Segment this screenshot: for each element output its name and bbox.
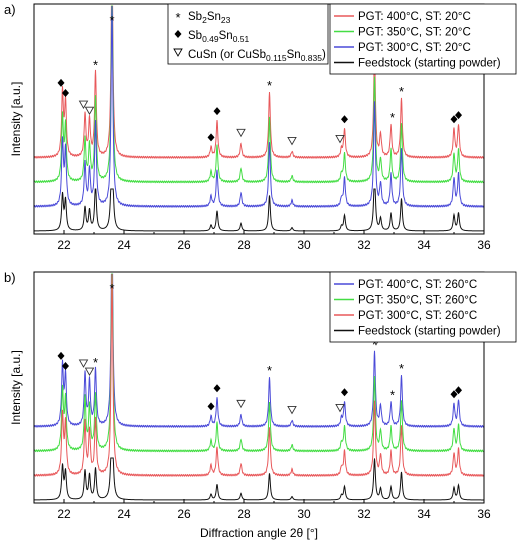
chart-panel-a: 22 24 26 28 30 32 34 36 Intensity [a.u.] a) * * * * * *… (4, 2, 517, 252)
triangle-marker (335, 403, 345, 413)
y-axis-label: Intensity [a.u.] (9, 350, 23, 425)
diamond-marker (455, 111, 462, 120)
x-tick-label: 36 (477, 238, 491, 252)
legend-entry: PGT: 300°C, ST: 260°C (358, 310, 477, 322)
panel-label: a) (4, 2, 16, 17)
formula-text: Sb (188, 11, 202, 23)
diamond-marker (62, 88, 69, 97)
asterisk-marker: * (109, 13, 114, 28)
legend-phase-label: Sb0.49Sn0.51 (188, 30, 250, 44)
asterisk-marker: * (399, 84, 404, 99)
diamond-marker (213, 107, 221, 116)
asterisk-marker: * (93, 355, 98, 370)
chart-panel-b: 22 24 26 28 30 32 34 36 Intensity [a.u.] b) * * * * * *… (4, 270, 517, 540)
series-legend (329, 3, 517, 75)
asterisk-marker: * (109, 281, 114, 296)
formula-text: ) (322, 49, 326, 61)
legend-entry: Feedstock (starting powder) (358, 326, 501, 338)
x-tick-label: 32 (357, 238, 371, 252)
diamond-marker (57, 78, 65, 87)
diamond-marker (455, 386, 462, 395)
x-tick-label: 30 (297, 238, 311, 252)
formula-text: Sn (219, 30, 233, 42)
subscript: 0.49 (202, 34, 219, 44)
triangle-marker (236, 399, 246, 409)
x-tick-label: 26 (177, 507, 191, 521)
x-axis-label: Diffraction angle 2θ [°] (200, 526, 318, 540)
formula-text: Sn (287, 49, 301, 61)
subscript: 2 (202, 15, 207, 25)
x-tick-label: 22 (57, 238, 71, 252)
series-line (33, 5, 485, 208)
x-tick-label: 24 (117, 238, 131, 252)
plot-frame (33, 271, 485, 504)
asterisk-marker: * (390, 110, 395, 125)
series-line (33, 5, 485, 184)
legend-entry: PGT: 400°C, ST: 20°C (358, 11, 471, 23)
series-line (34, 188, 484, 232)
x-tick-label: 28 (237, 507, 251, 521)
triangle-marker (78, 359, 89, 368)
diamond-marker (207, 402, 215, 411)
y-axis-label: Intensity [a.u.] (9, 82, 23, 157)
asterisk-marker: * (93, 58, 98, 73)
diamond-marker (450, 390, 458, 399)
series-legend (329, 271, 517, 343)
x-tick-label: 34 (417, 507, 431, 521)
panel-label: b) (4, 270, 16, 285)
diamond-marker (207, 133, 215, 142)
triangle-marker (236, 128, 246, 138)
legend-entry: PGT: 350°C, ST: 260°C (358, 295, 477, 307)
asterisk-marker: * (267, 78, 272, 93)
legend-diamond (174, 30, 182, 38)
x-tick-label: 24 (117, 507, 131, 521)
legend-entry: PGT: 300°C, ST: 20°C (358, 42, 471, 54)
series-line (33, 273, 485, 453)
x-tick-label: 28 (237, 238, 251, 252)
diamond-marker (213, 384, 221, 393)
triangle-marker (78, 100, 89, 109)
formula-text: CuSn (or CuSb (188, 49, 266, 61)
x-tick-label: 30 (297, 507, 311, 521)
legend-entry: PGT: 400°C, ST: 260°C (358, 279, 477, 291)
asterisk-marker: * (267, 363, 272, 378)
triangle-marker (335, 134, 345, 144)
triangle-marker (287, 136, 297, 146)
legend-entry: Feedstock (starting powder) (358, 58, 501, 70)
x-tick-label: 36 (477, 507, 491, 521)
triangle-marker (84, 367, 95, 376)
x-tick-label: 22 (57, 507, 71, 521)
series-line (34, 457, 484, 501)
diamond-marker (450, 115, 458, 124)
formula-text: Sn (207, 11, 221, 23)
series-line (33, 273, 485, 477)
legend-asterisk: * (175, 10, 180, 25)
phase-legend (167, 3, 329, 65)
asterisk-marker: * (399, 361, 404, 376)
asterisk-marker: * (372, 337, 377, 352)
diamond-marker (341, 388, 348, 397)
legend-phase-label: Sb2Sn23 (188, 11, 231, 25)
diamond-marker (62, 362, 69, 370)
asterisk-marker: * (390, 387, 395, 402)
legend-phase-label: CuSn (or CuSb0.115Sn0.835) (188, 49, 326, 63)
subscript: 0.835 (301, 53, 323, 63)
subscript: 23 (221, 15, 231, 25)
diamond-marker (57, 351, 65, 360)
subscript: 0.115 (266, 53, 287, 63)
legend-entry: PGT: 350°C, ST: 20°C (358, 27, 471, 39)
triangle-marker (84, 106, 95, 116)
series-line (33, 273, 484, 428)
legend-triangle (173, 48, 183, 57)
x-tick-label: 26 (177, 238, 191, 252)
series-line (33, 5, 484, 159)
formula-text: Sb (188, 30, 202, 42)
x-tick-label: 34 (417, 238, 431, 252)
triangle-marker (287, 405, 297, 415)
subscript: 0.51 (233, 34, 250, 44)
x-tick-label: 32 (357, 507, 371, 521)
diamond-marker (341, 115, 348, 124)
